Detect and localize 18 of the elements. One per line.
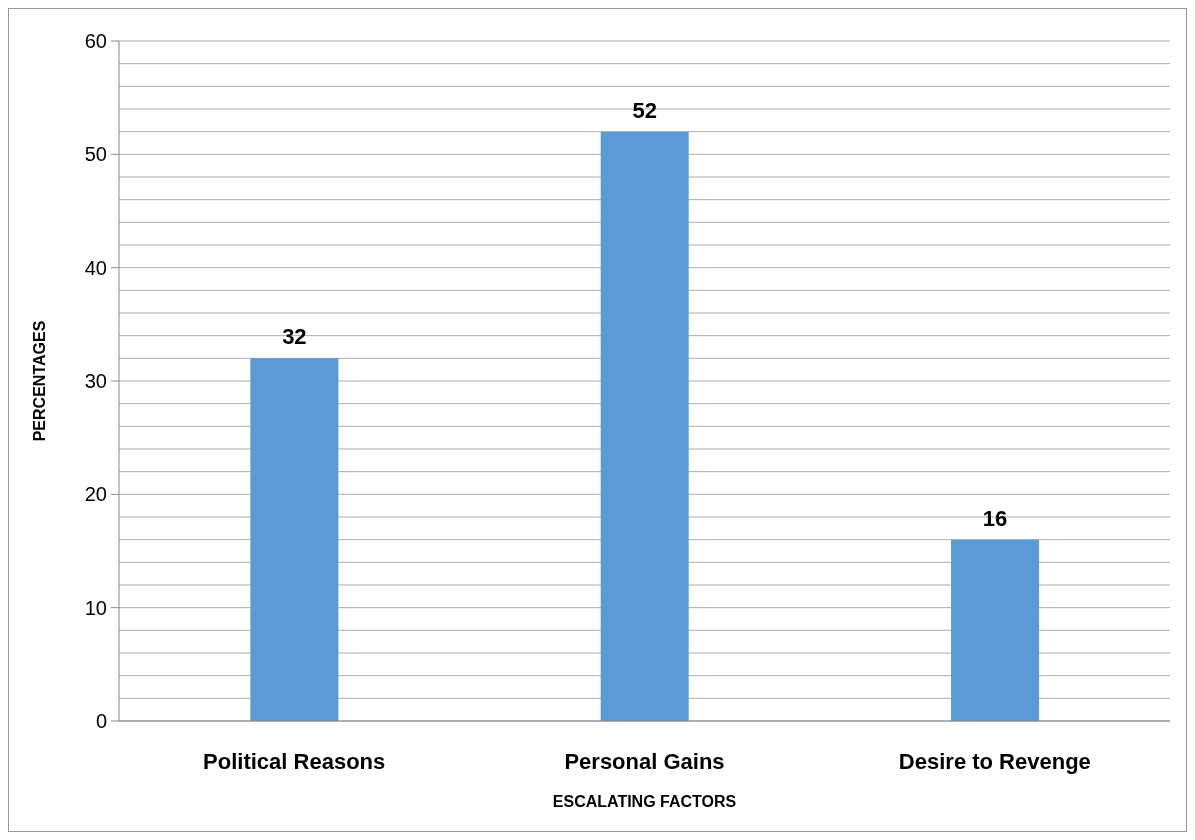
y-tick-label: 40 bbox=[84, 256, 107, 279]
bar bbox=[951, 539, 1040, 721]
y-tick-label: 50 bbox=[84, 143, 107, 166]
x-tick-label: Desire to Revenge bbox=[898, 748, 1091, 774]
data-label: 32 bbox=[282, 324, 307, 350]
x-tick-label: Personal Gains bbox=[564, 748, 725, 774]
data-label: 52 bbox=[632, 97, 657, 123]
y-axis-title: PERCENTAGES bbox=[30, 320, 48, 442]
bar bbox=[600, 131, 689, 721]
y-tick-label: 20 bbox=[84, 483, 107, 506]
y-tick-label: 30 bbox=[84, 370, 107, 392]
data-label: 16 bbox=[982, 505, 1008, 531]
x-tick-label: Political Reasons bbox=[203, 748, 386, 774]
x-axis-title: ESCALATING FACTORS bbox=[552, 793, 737, 810]
y-tick-label: 60 bbox=[84, 30, 107, 52]
y-tick-label: 0 bbox=[95, 710, 107, 732]
y-tick-label: 10 bbox=[84, 596, 107, 619]
bar bbox=[250, 358, 339, 721]
